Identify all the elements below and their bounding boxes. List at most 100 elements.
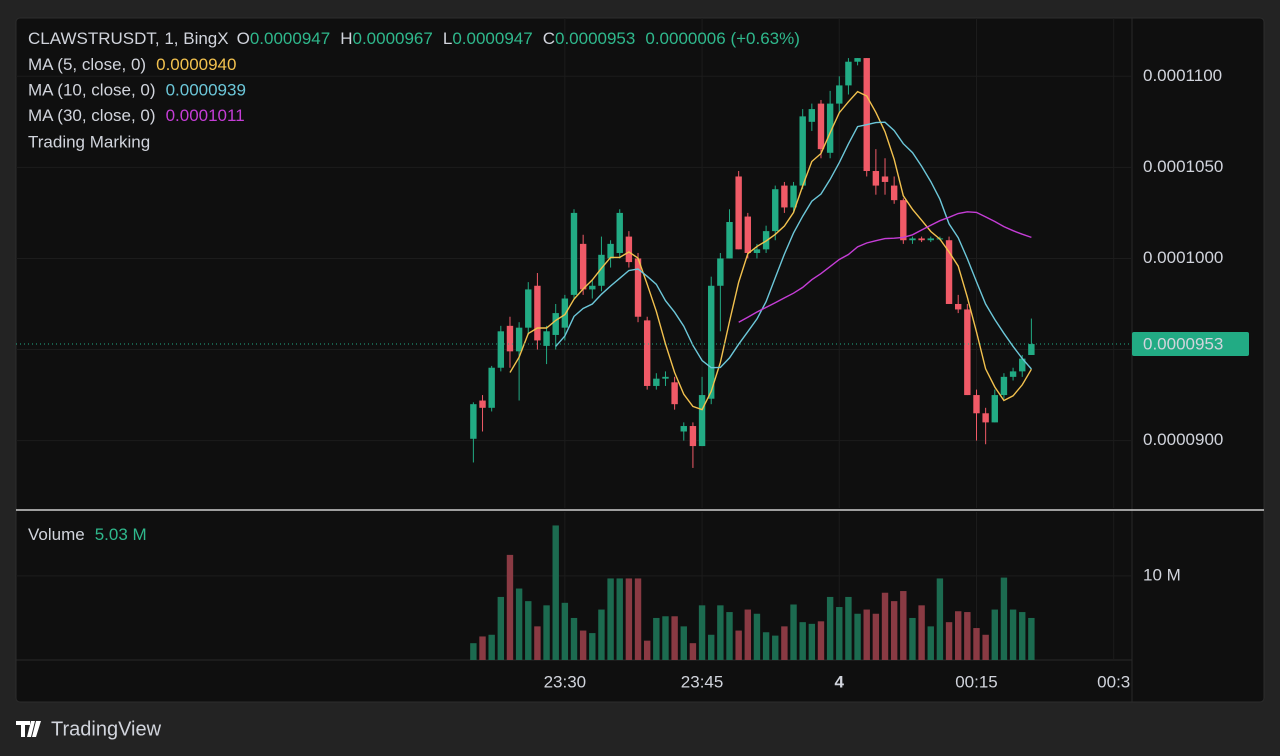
last-price-tag: [1132, 332, 1249, 357]
volume-bar: [579, 630, 587, 660]
volume-bar: [698, 605, 706, 660]
volume-bar: [570, 617, 578, 660]
candle-body: [561, 298, 569, 328]
volume-bar: [689, 643, 697, 660]
candle-body: [909, 238, 916, 241]
candle-body: [671, 382, 678, 405]
candle-body: [534, 285, 541, 341]
candle-body: [781, 185, 788, 208]
volume-bar: [479, 636, 486, 660]
candle-body: [570, 212, 578, 295]
volume-bar: [589, 633, 596, 660]
ohlc-value: 0.0000947: [452, 29, 532, 48]
volume-bar: [772, 635, 779, 660]
candle-body: [881, 176, 889, 182]
candle-body: [543, 331, 550, 346]
ma-legend: MA (30, close, 0) 0.0001011: [28, 106, 245, 125]
volume-bar: [506, 554, 514, 660]
volume-bar: [817, 621, 825, 660]
change: 0.0000006 (+0.63%): [645, 29, 800, 48]
candle-body: [854, 58, 861, 62]
candle-body: [1000, 376, 1008, 396]
ma-value: 0.0000940: [156, 55, 236, 74]
y-tick-label: 0.0001100: [1143, 66, 1222, 85]
candle-body: [863, 58, 870, 172]
volume-bar: [1009, 609, 1017, 660]
candle-body: [643, 320, 651, 386]
volume-bar: [561, 602, 569, 660]
candle-body: [634, 258, 642, 317]
y-tick-label: 0.0001000: [1143, 248, 1223, 267]
volume-tick-label: 10 M: [1143, 565, 1181, 584]
volume-bar: [890, 601, 898, 660]
x-tick-label: 4: [835, 672, 845, 691]
volume-bar: [534, 626, 541, 660]
volume-value: 5.03 M: [95, 525, 147, 544]
candle-body: [717, 258, 724, 286]
candle-body: [845, 61, 852, 86]
ohlc-value: 0.0000953: [555, 29, 635, 48]
volume-bar: [863, 609, 870, 660]
candle-body: [653, 378, 660, 386]
volume-bar: [927, 626, 934, 660]
volume-title-text: Volume: [28, 525, 85, 544]
volume-bar: [836, 607, 843, 660]
candle-body: [753, 249, 761, 253]
volume-bar: [799, 622, 806, 660]
ohlc-value: 0.0000967: [352, 29, 432, 48]
volume-bar: [543, 605, 550, 660]
moving-average: [555, 121, 1032, 370]
candle-body: [708, 285, 715, 399]
candle-body: [900, 200, 907, 241]
ma-name: MA (5, close, 0): [28, 55, 146, 74]
x-tick-label: 23:45: [681, 672, 724, 691]
candle-body: [790, 185, 797, 208]
volume-bar: [726, 612, 733, 660]
ohlc-label: C: [543, 29, 555, 48]
volume-bar: [616, 578, 623, 660]
ohlc-label: O: [237, 29, 250, 48]
candle-body: [735, 176, 742, 250]
candle-body: [552, 313, 559, 335]
candle-body: [616, 212, 623, 253]
volume-bar: [808, 623, 816, 660]
ma-name: MA (10, close, 0): [28, 81, 156, 100]
labels: CLAWSTRUSDT, 1, BingX O0.0000947 H0.000096…: [16, 29, 1223, 740]
ohlc-value: 0.0000947: [250, 29, 330, 48]
moving-average: [738, 211, 1032, 323]
candle-body: [982, 413, 989, 423]
ma-legend: MA (10, close, 0) 0.0000939: [28, 81, 246, 100]
candle-body: [973, 395, 980, 414]
volume-bar: [854, 613, 861, 660]
volume-bar: [671, 616, 678, 660]
volume-bar: [762, 632, 770, 660]
volume-bar: [497, 596, 505, 660]
volume-bar: [790, 604, 797, 660]
candle-body: [579, 243, 587, 290]
volume-bar: [552, 525, 559, 660]
candle-body: [662, 376, 669, 379]
volume-bar: [744, 609, 752, 660]
indicator-note: Trading Marking: [28, 132, 150, 151]
candle-body: [598, 254, 605, 286]
candle-body: [470, 404, 477, 439]
header: CLAWSTRUSDT, 1, BingX O0.0000947 H0.000096…: [28, 29, 800, 48]
volume-title: Volume 5.03 M: [28, 525, 147, 544]
volume-bar: [470, 643, 477, 660]
volume-bar: [945, 622, 953, 660]
volume-bar: [607, 578, 614, 660]
volume-bar: [826, 596, 834, 660]
volume-bar: [991, 609, 998, 660]
volume-bar: [488, 634, 495, 660]
candle-body: [808, 109, 816, 122]
x-tick-label: 00:3: [1097, 672, 1130, 691]
ma-legend: MA (5, close, 0) 0.0000940: [28, 55, 236, 74]
y-tick-label: 0.0000900: [1143, 430, 1223, 449]
candle-body: [525, 289, 532, 328]
volume-bar: [936, 578, 944, 660]
volume-bar: [634, 578, 642, 660]
brand-logo: TradingView: [16, 718, 162, 740]
volume-bar: [900, 591, 907, 660]
moving-average: [509, 90, 1033, 411]
